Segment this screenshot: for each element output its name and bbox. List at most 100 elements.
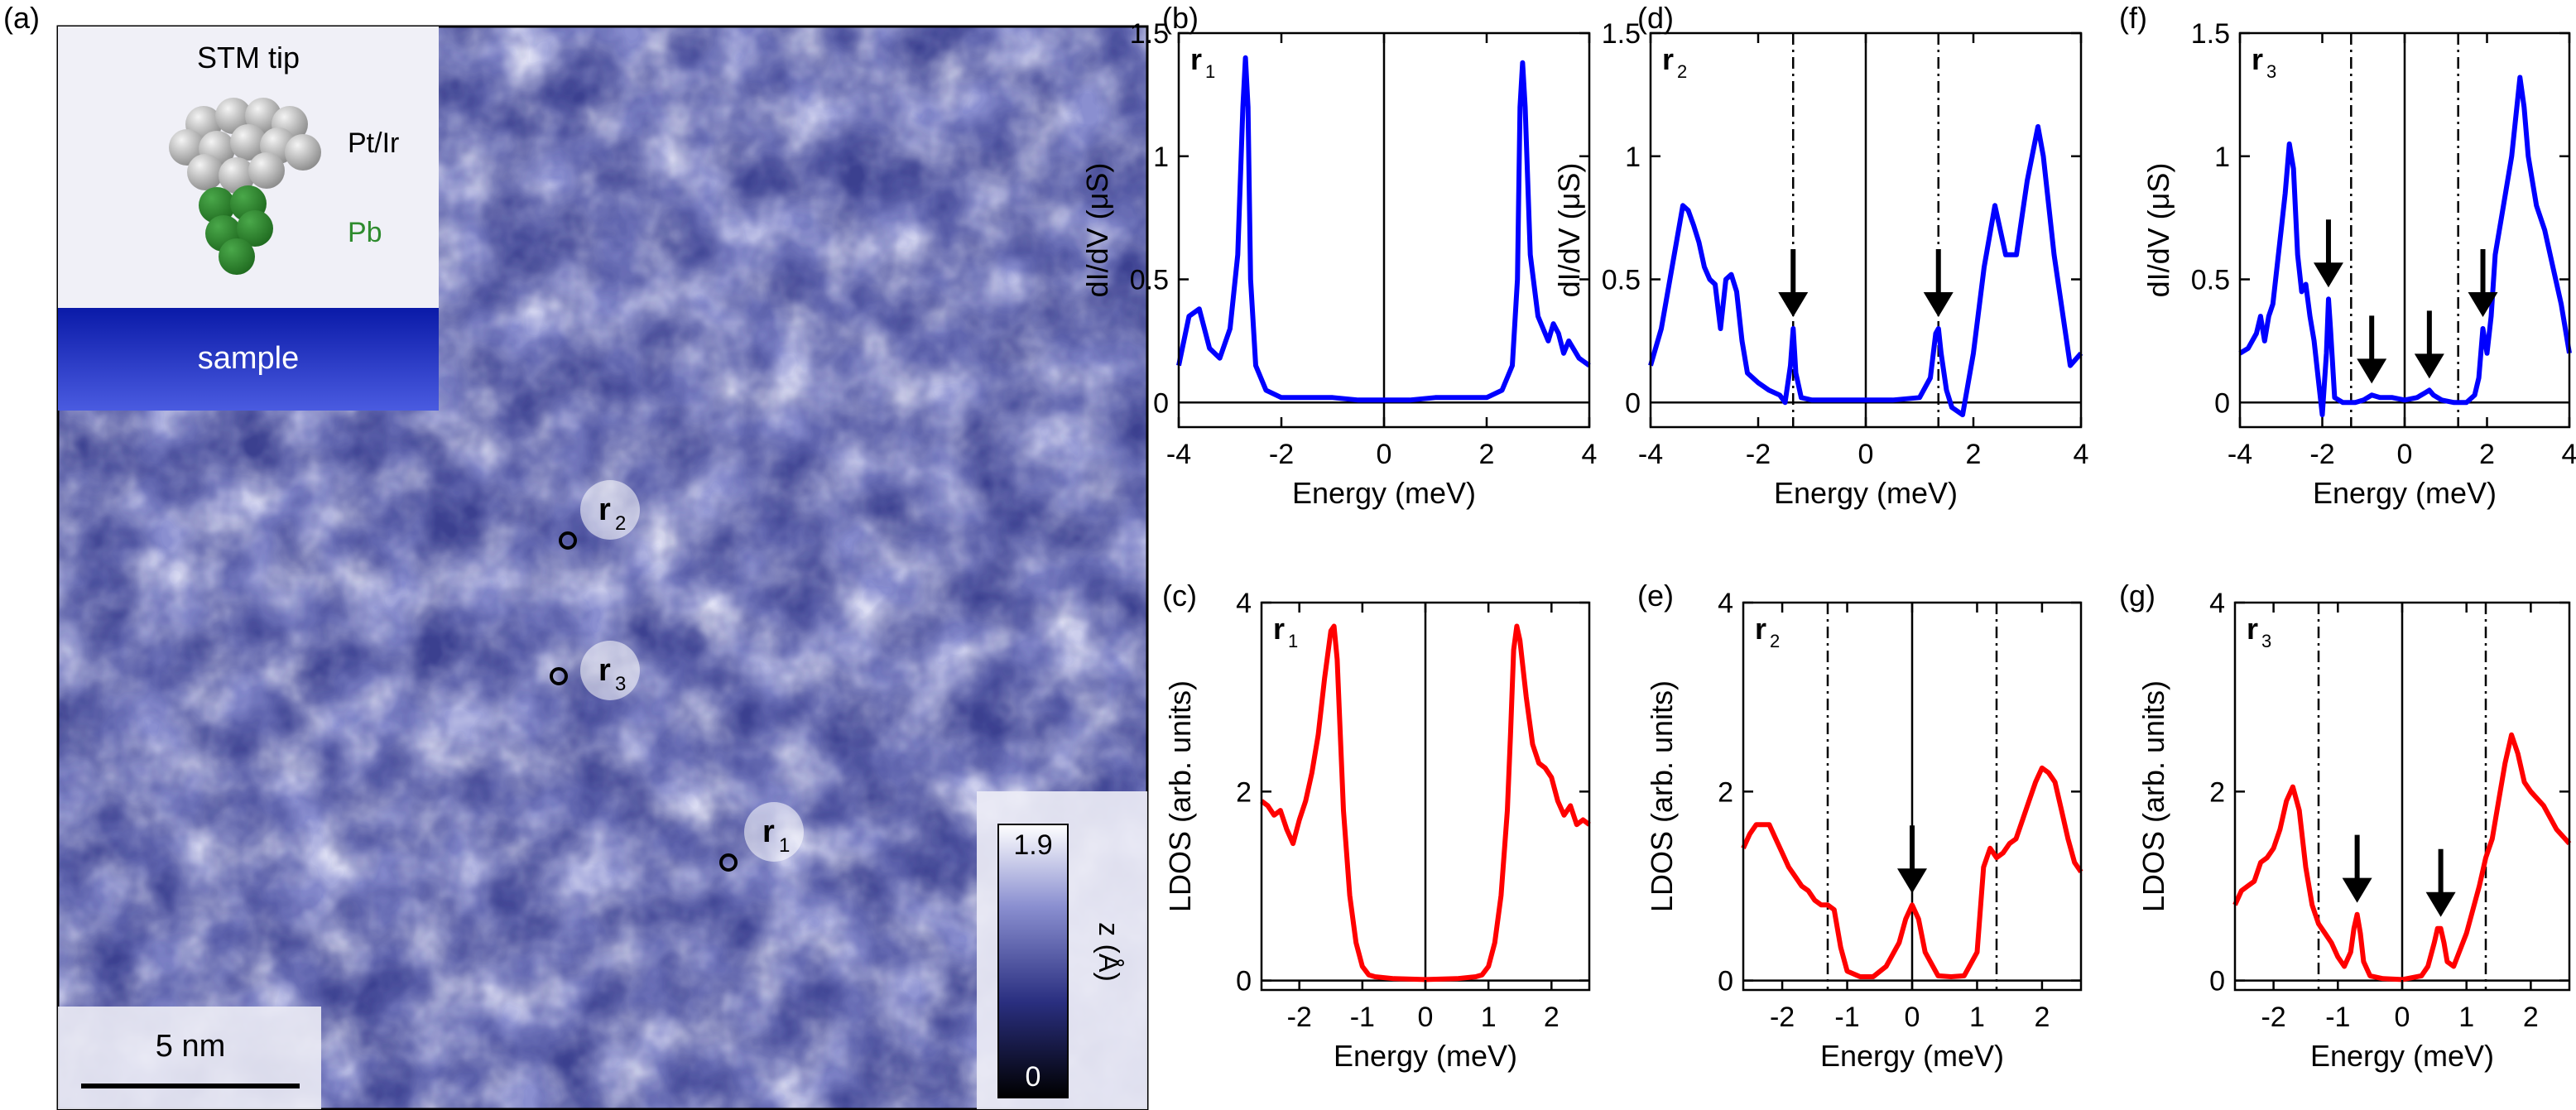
x-axis-label: Energy (meV) [2310, 1039, 2494, 1073]
panel-letter: (d) [1637, 1, 1674, 35]
x-tick-label: 0 [1905, 1002, 1920, 1033]
y-tick-label: 4 [1718, 588, 1733, 619]
y-axis-label: dI/dV (μS) [1552, 163, 1586, 298]
colorbar-gradient [997, 824, 1069, 1098]
chart-e: (e) -2 -1 0 1 2 0 2 4 Energy (meV) LDOS (arb. unit… [1637, 579, 2083, 1073]
x-tick-label: 1 [1481, 1002, 1497, 1033]
y-tick-label: 1 [1153, 142, 1169, 173]
x-tick-label: -2 [1287, 1002, 1312, 1033]
y-axis-label: LDOS (arb. units) [1645, 680, 1679, 912]
topography-panel: (a) STM tip [3, 1, 1149, 1110]
x-tick-label: 0 [2395, 1002, 2410, 1033]
x-tick-label: -1 [2325, 1002, 2350, 1033]
x-tick-label: 2 [2479, 439, 2495, 470]
x-axis-label: Energy (meV) [1820, 1039, 2004, 1073]
marker-label: r [762, 814, 775, 849]
x-axis-label: Energy (meV) [1334, 1039, 1517, 1073]
marker-subscript: 1 [779, 834, 790, 857]
arrow-marker [2425, 848, 2456, 917]
x-tick-label: 0 [2397, 439, 2413, 470]
arrow-marker [2468, 249, 2498, 317]
topography-frame [56, 25, 1149, 1110]
y-tick-label: 0 [1625, 387, 1641, 419]
series-line [1260, 623, 1591, 983]
y-axis-label: dI/dV (μS) [1080, 163, 1114, 298]
position-tag: r [1755, 612, 1766, 646]
arrow-marker [2414, 310, 2444, 379]
marker-label: r [598, 653, 611, 688]
y-tick-label: 0 [2209, 966, 2225, 997]
x-tick-label: -4 [1166, 439, 1191, 470]
y-tick-label: 0.5 [2191, 265, 2230, 296]
y-tick-label: 0 [1153, 387, 1169, 419]
panel-letter: (f) [2119, 1, 2147, 35]
colorbar-max: 1.9 [1013, 829, 1052, 861]
scale-bar-label: 5 nm [156, 1029, 225, 1064]
y-tick-label: 1.5 [1602, 18, 1641, 50]
x-tick-label: 1 [2458, 1002, 2474, 1033]
x-tick-label: 0 [1377, 439, 1392, 470]
y-axis-label: LDOS (arb. units) [1163, 680, 1197, 912]
y-tick-label: 0 [2214, 387, 2230, 419]
x-tick-label: -2 [1770, 1002, 1795, 1033]
x-tick-label: 4 [2074, 439, 2089, 470]
x-tick-label: 1 [1969, 1002, 1985, 1033]
panel-letter: (c) [1162, 579, 1197, 613]
y-tick-label: 1 [1625, 142, 1641, 173]
x-tick-label: 2 [1479, 439, 1495, 470]
position-tag-subscript: 3 [2261, 631, 2271, 651]
arrow-marker [1778, 249, 1809, 317]
x-tick-label: -2 [1746, 439, 1771, 470]
x-tick-label: 2 [2523, 1002, 2539, 1033]
y-axis-label: dI/dV (μS) [2141, 163, 2175, 298]
position-tag: r [1190, 42, 1202, 76]
y-tick-label: 0.5 [1602, 265, 1641, 296]
series-line [2238, 74, 2572, 418]
series-line [1741, 765, 2083, 979]
y-tick-label: 1.5 [2191, 18, 2230, 50]
panel-a-letter: (a) [3, 1, 40, 35]
y-tick-label: 2 [1236, 776, 1252, 808]
marker-subscript: 2 [615, 512, 626, 535]
series-line [1648, 124, 2083, 418]
x-tick-label: 4 [1582, 439, 1598, 470]
x-tick-label: -4 [2228, 439, 2252, 470]
y-tick-label: 2 [2209, 776, 2225, 808]
position-tag-subscript: 3 [2266, 61, 2276, 82]
position-tag-subscript: 2 [1677, 61, 1687, 82]
position-tag-subscript: 2 [1770, 631, 1780, 651]
position-tag: r [1662, 42, 1674, 76]
x-tick-label: -2 [2261, 1002, 2285, 1033]
position-tag: r [2252, 42, 2263, 76]
x-axis-label: Energy (meV) [2313, 476, 2497, 510]
arrow-marker [2357, 315, 2387, 384]
y-tick-label: 0 [1236, 966, 1252, 997]
sample-label: sample [198, 341, 300, 376]
colorbar-min: 0 [1026, 1061, 1041, 1093]
position-tag: r [1273, 612, 1285, 646]
colorbar-label: z (Å) [1093, 922, 1124, 982]
x-axis-label: Energy (meV) [1292, 476, 1476, 510]
x-tick-label: -2 [2309, 439, 2334, 470]
y-tick-label: 1 [2214, 142, 2230, 173]
arrow-marker [1897, 825, 1927, 894]
pb-apex [199, 185, 273, 275]
height-colorbar: 1.9 0 z (Å) [977, 791, 1147, 1109]
x-tick-label: 2 [1544, 1002, 1560, 1033]
panel-letter: (g) [2119, 579, 2155, 613]
x-tick-label: 2 [1966, 439, 1982, 470]
y-axis-label: LDOS (arb. units) [2136, 680, 2170, 912]
position-tag-subscript: 1 [1205, 61, 1215, 82]
chart-f: (f) -4 -2 0 2 4 0 0.5 1 1.5 Energy (meV) dI/dV (μS)… [2119, 1, 2576, 510]
x-tick-label: -1 [1834, 1002, 1859, 1033]
panel-letter: (e) [1637, 579, 1674, 613]
position-markers: r 2r 3r 1 [550, 480, 804, 872]
pb-label: Pb [348, 217, 382, 248]
arrow-marker [2342, 834, 2372, 903]
pt-ir-cluster [169, 98, 321, 194]
